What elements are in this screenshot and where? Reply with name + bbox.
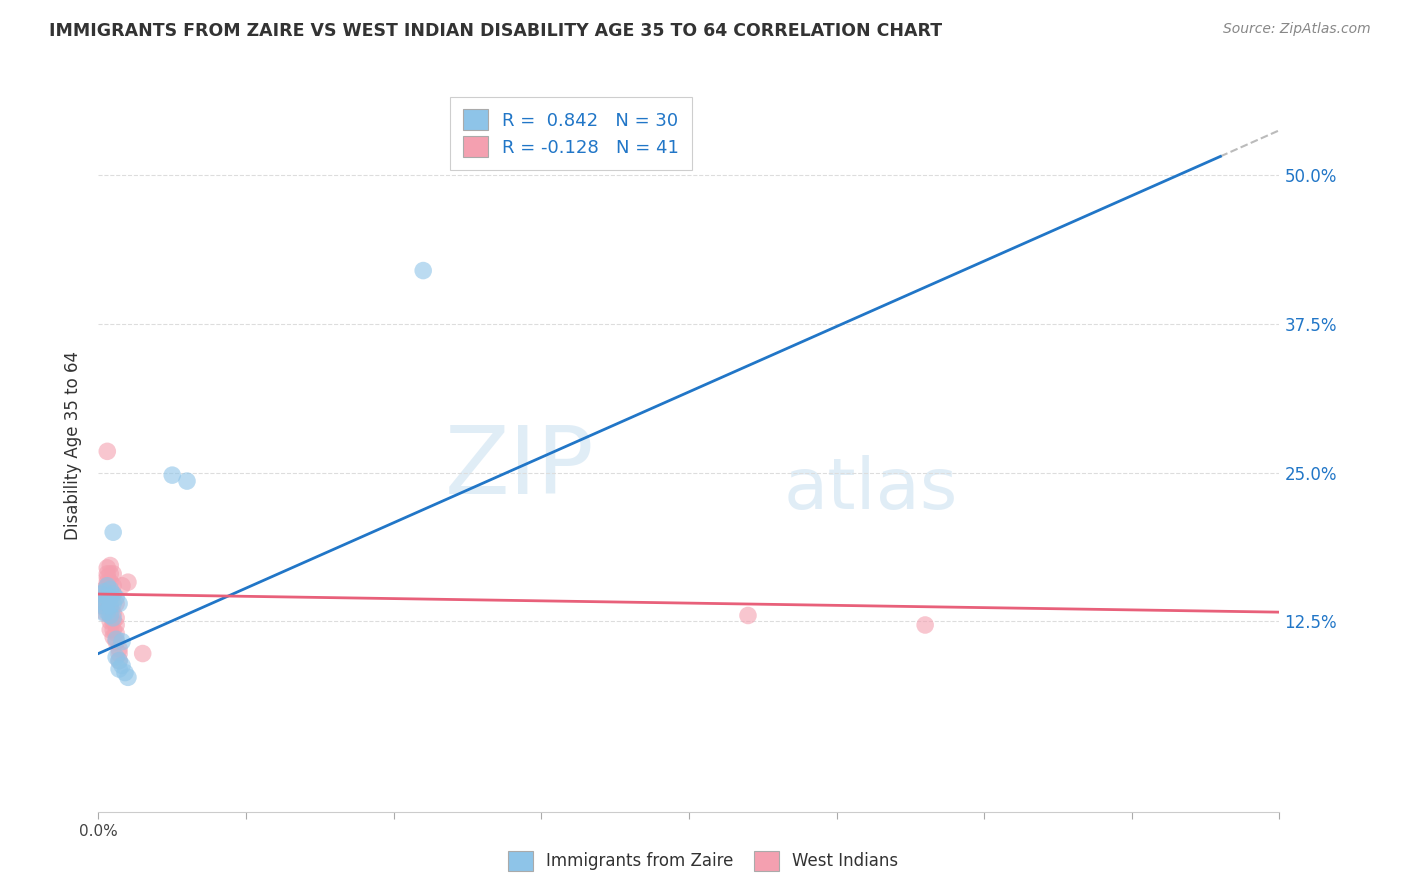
Point xyxy=(105,634,128,648)
Point xyxy=(108,647,131,661)
Text: ZIP: ZIP xyxy=(444,422,595,514)
Point xyxy=(98,582,121,597)
Point xyxy=(98,566,121,581)
Point xyxy=(96,605,118,619)
Point xyxy=(105,650,128,665)
Point xyxy=(93,591,115,605)
Point xyxy=(98,608,121,623)
Point xyxy=(103,615,125,629)
Point xyxy=(93,599,115,613)
Point xyxy=(114,665,136,680)
Point xyxy=(105,632,128,647)
Point xyxy=(96,579,118,593)
Point xyxy=(103,623,125,637)
Point xyxy=(93,606,115,620)
Point xyxy=(737,608,759,623)
Legend: Immigrants from Zaire, West Indians: Immigrants from Zaire, West Indians xyxy=(499,842,907,880)
Point xyxy=(105,618,128,632)
Point xyxy=(108,654,131,668)
Point xyxy=(914,618,936,632)
Point xyxy=(162,468,183,483)
Point xyxy=(98,599,121,613)
Point xyxy=(93,582,115,597)
Text: atlas: atlas xyxy=(783,456,957,524)
Point xyxy=(96,570,118,584)
Text: IMMIGRANTS FROM ZAIRE VS WEST INDIAN DISABILITY AGE 35 TO 64 CORRELATION CHART: IMMIGRANTS FROM ZAIRE VS WEST INDIAN DIS… xyxy=(49,22,942,40)
Point xyxy=(103,525,125,540)
Point xyxy=(90,593,112,607)
Point xyxy=(98,591,121,605)
Point xyxy=(98,558,121,573)
Point xyxy=(132,647,155,661)
Point xyxy=(103,566,125,581)
Y-axis label: Disability Age 35 to 64: Disability Age 35 to 64 xyxy=(65,351,83,541)
Point xyxy=(93,605,115,619)
Point xyxy=(96,579,118,593)
Point xyxy=(93,597,115,611)
Point xyxy=(90,587,112,601)
Point xyxy=(90,587,112,601)
Point xyxy=(103,587,125,601)
Point xyxy=(96,444,118,458)
Point xyxy=(176,474,198,488)
Point xyxy=(111,658,134,673)
Point xyxy=(103,606,125,620)
Point xyxy=(105,611,128,625)
Point xyxy=(117,575,139,590)
Point xyxy=(103,630,125,644)
Point xyxy=(111,579,134,593)
Point xyxy=(108,597,131,611)
Point xyxy=(98,623,121,637)
Point xyxy=(98,591,121,605)
Point xyxy=(90,599,112,613)
Point xyxy=(103,587,125,601)
Point xyxy=(96,591,118,605)
Legend: R =  0.842   N = 30, R = -0.128   N = 41: R = 0.842 N = 30, R = -0.128 N = 41 xyxy=(450,96,692,170)
Point xyxy=(103,611,125,625)
Point xyxy=(96,597,118,611)
Point xyxy=(111,634,134,648)
Point xyxy=(108,654,131,668)
Point xyxy=(90,594,112,608)
Point xyxy=(98,575,121,590)
Point xyxy=(105,597,128,611)
Point xyxy=(412,263,434,277)
Point xyxy=(103,579,125,593)
Point xyxy=(96,566,118,581)
Point xyxy=(96,575,118,590)
Point xyxy=(103,597,125,611)
Point xyxy=(105,626,128,640)
Text: Source: ZipAtlas.com: Source: ZipAtlas.com xyxy=(1223,22,1371,37)
Point xyxy=(98,615,121,629)
Point xyxy=(105,591,128,605)
Point xyxy=(98,608,121,623)
Point xyxy=(93,584,115,599)
Point xyxy=(96,561,118,575)
Point xyxy=(108,662,131,676)
Point xyxy=(117,670,139,684)
Point xyxy=(98,599,121,613)
Point xyxy=(108,641,131,656)
